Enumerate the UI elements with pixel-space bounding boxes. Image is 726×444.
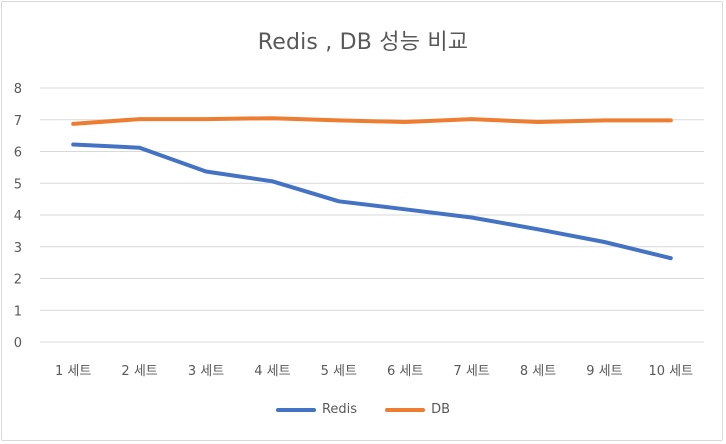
legend-swatch-db: [385, 407, 426, 412]
legend-item-db: DB: [385, 402, 450, 417]
chart-legend: Redis DB: [0, 402, 726, 417]
series-line-db: [71, 116, 673, 126]
gridlines: [40, 87, 704, 343]
x-tick-label: 3 세트: [188, 364, 224, 379]
y-tick-label: 2: [14, 273, 22, 288]
series-lines: [71, 116, 673, 261]
x-tick-label: 1 세트: [55, 364, 91, 379]
legend-item-redis: Redis: [275, 402, 358, 417]
x-tick-label: 4 세트: [254, 364, 290, 379]
x-tick-label: 5 세트: [321, 364, 357, 379]
y-tick-label: 6: [14, 146, 22, 161]
x-tick-label: 6 세트: [387, 364, 423, 379]
x-axis-ticks: 1 세트 2 세트 3 세트 4 세트 5 세트 6 세트 7 세트 8 세트 9 세트 10 세…: [55, 364, 693, 379]
y-tick-label: 1: [14, 304, 22, 319]
y-axis-ticks: 0 1 2 3 4 5 6 7 8: [14, 82, 22, 351]
y-tick-label: 8: [14, 82, 22, 97]
x-tick-label: 8 세트: [520, 364, 556, 379]
y-tick-label: 7: [14, 114, 22, 129]
legend-label-redis: Redis: [321, 402, 358, 417]
y-tick-label: 3: [14, 241, 22, 256]
x-tick-label: 2 세트: [121, 364, 157, 379]
y-tick-label: 0: [14, 336, 22, 351]
y-tick-label: 4: [14, 209, 22, 224]
chart-title: Redis , DB 성능 비교: [257, 30, 469, 55]
series-line-redis: [71, 142, 673, 261]
legend-swatch-redis: [275, 407, 316, 412]
x-tick-label: 7 세트: [453, 364, 489, 379]
x-tick-label: 9 세트: [586, 364, 622, 379]
legend-label-db: DB: [431, 402, 451, 417]
y-tick-label: 5: [14, 177, 22, 192]
x-tick-label: 10 세트: [648, 364, 693, 379]
